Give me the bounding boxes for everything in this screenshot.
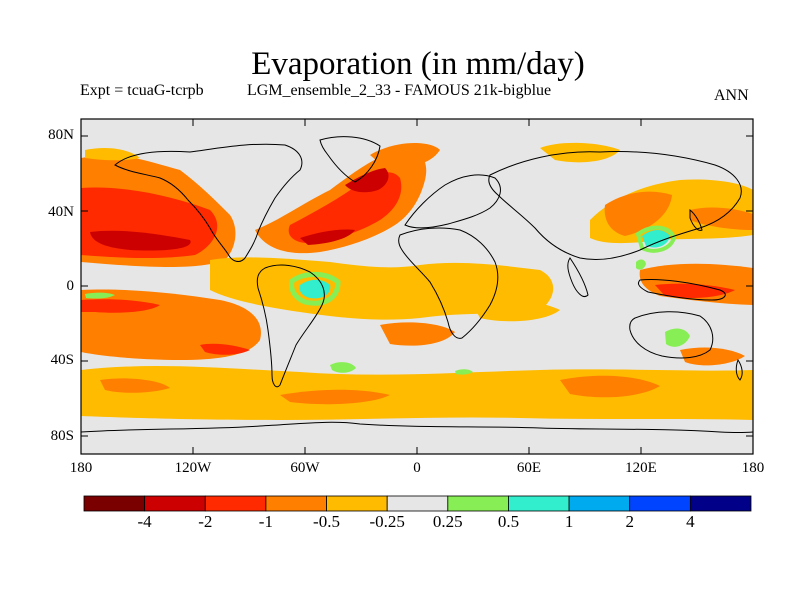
colorbar-label: 2	[625, 512, 634, 531]
colorbar-swatch	[629, 495, 691, 512]
colorbar-swatch	[508, 495, 570, 512]
map-title: Evaporation (in mm/day)	[251, 46, 585, 82]
coastlines	[81, 136, 753, 433]
colorbar-label: 0.25	[432, 512, 463, 531]
colorbar-label: 1	[564, 512, 574, 531]
lat-label-80s: 80S	[50, 428, 74, 444]
colorbar-label: -0.5	[313, 512, 340, 531]
evaporation-field	[81, 119, 753, 454]
axis-ticks	[81, 119, 753, 454]
colorbar	[83, 495, 752, 512]
colorbar-swatch	[144, 495, 206, 512]
colorbar-label: -4	[137, 512, 152, 531]
colorbar-swatch	[265, 495, 327, 512]
lat-label-40s: 40S	[50, 352, 74, 368]
lat-label-80n: 80N	[48, 127, 74, 143]
lat-label-40n: 40N	[48, 204, 74, 220]
colorbar-swatch	[83, 495, 146, 512]
colorbar-label: -2	[198, 512, 213, 531]
colorbar-swatch	[204, 495, 267, 512]
lon-label-60e: 60E	[516, 460, 542, 476]
colorbar-swatch	[386, 495, 449, 512]
colorbar-swatch	[326, 495, 388, 512]
colorbar-swatch	[447, 495, 509, 512]
lon-label-120w: 120W	[174, 460, 212, 476]
colorbar-label: 4	[686, 512, 695, 531]
lon-label-60w: 60W	[290, 460, 320, 476]
colorbar-swatch	[689, 495, 752, 512]
colorbar-label: 0.5	[497, 512, 520, 531]
lon-label-120e: 120E	[625, 460, 657, 476]
run-label: LGM_ensemble_2_33 - FAMOUS 21k-bigblue	[247, 82, 552, 99]
experiment-label: Expt = tcuaG-tcrpb	[80, 82, 204, 99]
colorbar-label: -0.25	[369, 512, 405, 531]
lat-label-0: 0	[66, 278, 75, 294]
colorbar-swatch	[568, 495, 631, 512]
lon-label-180w: 180	[69, 460, 93, 476]
colorbar-label: -1	[258, 512, 273, 531]
lon-label-0: 0	[413, 460, 421, 476]
lon-label-180e: 180	[741, 460, 765, 476]
season-label: ANN	[714, 87, 749, 104]
